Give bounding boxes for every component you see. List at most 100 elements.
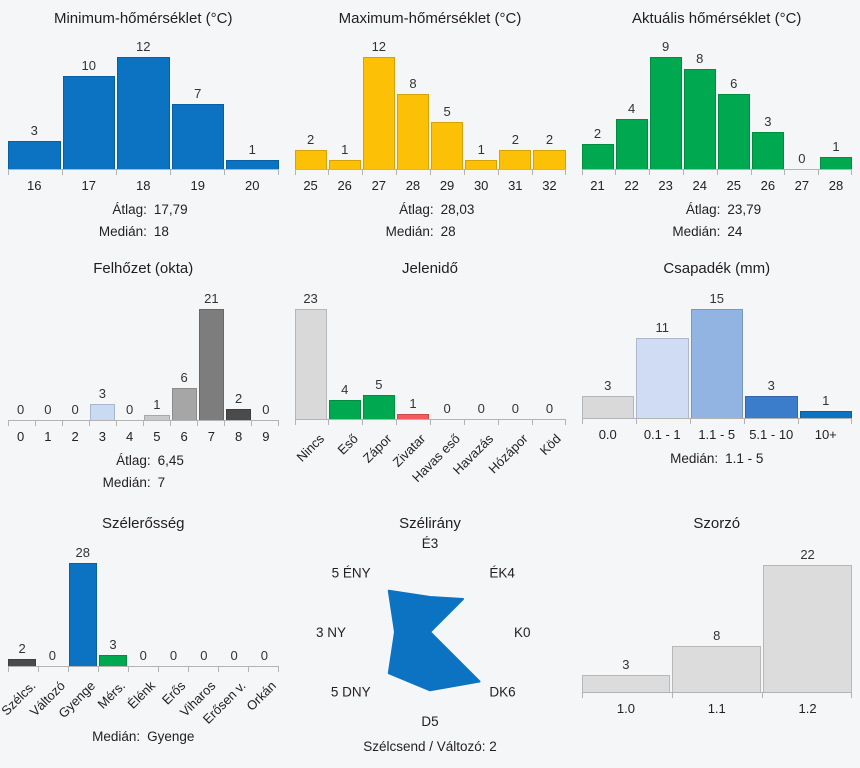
chart-title: Szorzó (693, 515, 741, 532)
x-axis-label: 1.2 (798, 701, 817, 716)
bar-slot: 4 (615, 100, 648, 169)
bar-value-label: 7 (194, 86, 202, 101)
chart-body: 23 4 5 1 0 0 0 0 Nincs Eső Zápor Zivatar Havas eső Ha… (293, 289, 566, 485)
chart-body: É3 ÉK4 K0 DK6 D5 5 DNY 3 NY 5 ÉNY (295, 534, 566, 737)
x-axis-label: 5 (153, 429, 161, 444)
bar-value-label: 6 (180, 370, 188, 385)
bar-slot: 1 (819, 138, 852, 169)
bar (328, 160, 361, 169)
axis-tick (218, 667, 220, 672)
bar-plot-area: 2 1 12 8 5 1 2 2 (294, 37, 566, 169)
axis-tick (62, 170, 64, 175)
bar-slot: 0 (35, 401, 60, 420)
axis-tick (8, 421, 9, 426)
bar-value-label: 1 (341, 142, 349, 157)
bar-slot: 10 (62, 57, 115, 169)
axis-tick (362, 170, 364, 175)
bar-plot-area: 3 10 12 7 1 (8, 37, 279, 169)
stat-value: 24 (727, 224, 743, 239)
bar-value-label: 12 (371, 39, 387, 54)
bar (799, 411, 852, 418)
bar (8, 141, 61, 169)
bar-value-label: 2 (593, 126, 602, 141)
chart-body: 2 0 28 3 0 0 0 0 0 Szélcs. Változó Gyenge Mérs. Élénk… (0, 543, 279, 748)
bar-value-label: 0 (262, 402, 270, 417)
axis-tick (615, 170, 617, 175)
bar (751, 132, 784, 169)
bar-value-label: 3 (767, 378, 775, 393)
bar-slot: 8 (672, 627, 762, 692)
bar-value-label: 15 (709, 291, 724, 306)
bar-value-label: 8 (409, 76, 417, 91)
bar-slot: 21 (198, 290, 224, 420)
bar-slot: 2 (226, 390, 252, 420)
stat-label: Átlag: (685, 202, 721, 217)
bar-slot: 12 (117, 38, 170, 169)
bar-value-label: 21 (204, 291, 219, 306)
chart-body: 2 1 12 8 5 1 2 2 25 26 27 28 29 30 31 32 Átlag: 28,03 Medi… (294, 37, 566, 243)
wind-calm-variable-note: Szélcsend / Változó: 2 (363, 739, 497, 754)
x-axis-label: 17 (81, 178, 96, 193)
bar (226, 160, 279, 169)
bars-row: 2 0 28 3 0 0 0 0 0 (8, 543, 279, 666)
bar (745, 396, 798, 418)
chart-stats: Átlag: 17,79 Medián: 18 (8, 199, 279, 243)
bar (690, 309, 743, 418)
bar-slot: 0 (190, 647, 218, 666)
axis-tick (635, 419, 637, 424)
chart-stats: Átlag: 6,45 Medián: 7 (8, 450, 279, 494)
bar-plot-area: 3 11 15 3 1 (581, 289, 852, 418)
bar-value-label: 23 (303, 291, 318, 306)
x-axis-labels: 16 17 18 19 20 (8, 178, 279, 193)
bar-slot: 0 (431, 400, 463, 419)
bar-value-label: 1 (248, 142, 256, 157)
axis-tick (581, 419, 583, 424)
bar-slot: 0 (63, 401, 88, 420)
stat-value: 17,79 (153, 202, 188, 217)
x-axis (8, 169, 279, 175)
bar-slot: 3 (98, 636, 128, 666)
bar-slot: 3 (89, 385, 115, 420)
x-axis-label: 2 (71, 429, 79, 444)
axis-tick (128, 667, 130, 672)
bar (198, 309, 224, 420)
chart-body: 3 11 15 3 1 0.0 0.1 - 1 1.1 - 5 5.1 - 10 10+ Mediá… (581, 289, 852, 470)
stat-label: Medián: (102, 475, 151, 490)
x-axis-label: 28 (828, 178, 844, 193)
bar-value-label: 0 (17, 402, 25, 417)
bar-slot: 12 (362, 38, 395, 169)
axis-tick (116, 170, 118, 175)
chart-title: Csapadék (mm) (663, 260, 771, 277)
x-axis-label: 0.0 (598, 427, 617, 442)
bar (328, 400, 361, 419)
stat-value: Gyenge (147, 729, 195, 744)
chart-stats: Medián: Gyenge (8, 726, 279, 748)
bar (62, 76, 115, 169)
stat-label: Medián: (98, 224, 147, 239)
bar-slot: 0 (129, 647, 157, 666)
chart-max-temperature: Maximum-hőmérséklet (°C) 2 1 12 8 5 1 2 2 25 26 27… (287, 0, 574, 250)
bar-slot: 28 (68, 544, 97, 666)
bar-value-label: 0 (200, 648, 208, 663)
x-axis-label: Mérs. (94, 678, 129, 712)
stat-label: Medián: (92, 729, 141, 744)
chart-stats: Átlag: 28,03 Medián: 28 (295, 199, 566, 243)
bars-row: 3 8 22 (581, 545, 853, 692)
chart-multiplier: Szorzó 3 8 22 1.0 1.1 1.2 (574, 505, 860, 768)
chart-current-temperature: Aktuális hőmérséklet (°C) 2 4 9 8 6 3 0 1 21 22 23… (574, 0, 860, 250)
bar-slot: 0 (159, 647, 187, 666)
bar (362, 395, 395, 419)
axis-tick (277, 170, 279, 175)
axis-tick (784, 170, 786, 175)
bar-value-label: 22 (800, 547, 815, 562)
x-axis-label: 23 (658, 178, 673, 193)
x-axis-label: 31 (508, 178, 523, 193)
stat-label: Átlag: (112, 202, 147, 217)
x-axis-labels: Nincs Eső Zápor Zivatar Havas eső Havazás Hózá… (293, 425, 566, 485)
bar-plot-area: 3 8 22 (581, 545, 853, 692)
axis-tick (277, 421, 279, 426)
axis-tick (750, 170, 752, 175)
bar-value-label: 1 (153, 397, 161, 412)
x-axis-label: 1.1 - 5 (698, 427, 736, 442)
